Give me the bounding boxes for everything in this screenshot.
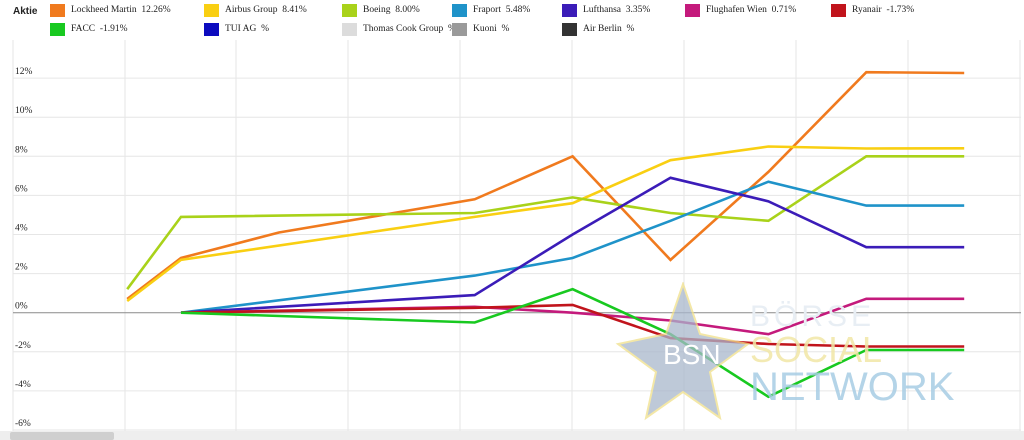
legend-swatch (452, 4, 467, 17)
legend-swatch (50, 4, 65, 17)
legend-label: Fraport 5.48% (473, 5, 531, 15)
series-line-lockheed-martin (126, 70, 965, 301)
legend-title: Aktie (13, 6, 38, 17)
legend-swatch (342, 4, 357, 17)
legend-label: Lockheed Martin 12.26% (71, 5, 171, 15)
y-tick-label: 4% (15, 224, 28, 234)
legend-swatch (562, 4, 577, 17)
scrollbar-thumb[interactable] (10, 432, 114, 440)
legend-label: FACC -1.91% (71, 24, 128, 34)
legend-swatch (204, 23, 219, 36)
legend-label: TUI AG % (225, 24, 270, 34)
legend-label: Flughafen Wien 0.71% (706, 5, 797, 15)
legend-swatch (50, 23, 65, 36)
y-tick-label: 8% (15, 145, 28, 155)
legend-swatch (452, 23, 467, 36)
legend-label: Kuoni % (473, 24, 510, 34)
legend-swatch (342, 23, 357, 36)
y-tick-label: 10% (15, 106, 33, 116)
legend-swatch (831, 4, 846, 17)
horizontal-scrollbar[interactable] (0, 431, 1024, 440)
legend-label: Lufthansa 3.35% (583, 5, 651, 15)
legend-swatch (562, 23, 577, 36)
legend-label: Boeing 8.00% (363, 5, 420, 15)
legend-label: Air Berlin % (583, 24, 635, 34)
legend-label: Thomas Cook Group % (363, 24, 456, 34)
chart-legend: Aktie Lockheed Martin 12.26% Airbus Group… (0, 0, 1024, 40)
legend-swatch (204, 4, 219, 17)
y-tick-label: -2% (15, 341, 31, 351)
series-line-airbus-group (126, 145, 965, 303)
series-line-boeing (126, 155, 965, 290)
y-tick-label: 6% (15, 184, 28, 194)
legend-label: Ryanair -1.73% (852, 5, 915, 15)
line-chart: -6% -4% -2% 0% 2% 4% 6% 8% 10% 12% (12, 40, 1021, 431)
y-tick-label: 0% (15, 302, 28, 312)
y-tick-label: 2% (15, 263, 28, 273)
legend-swatch (685, 4, 700, 17)
series-line-fraport (180, 180, 965, 314)
series-line-ryanair (180, 303, 965, 348)
legend-label: Airbus Group 8.41% (225, 5, 307, 15)
y-tick-label: -4% (15, 380, 31, 390)
y-tick-label: 12% (15, 67, 33, 77)
series-line-lufthansa (180, 176, 965, 314)
y-tick-label: -6% (15, 419, 31, 429)
